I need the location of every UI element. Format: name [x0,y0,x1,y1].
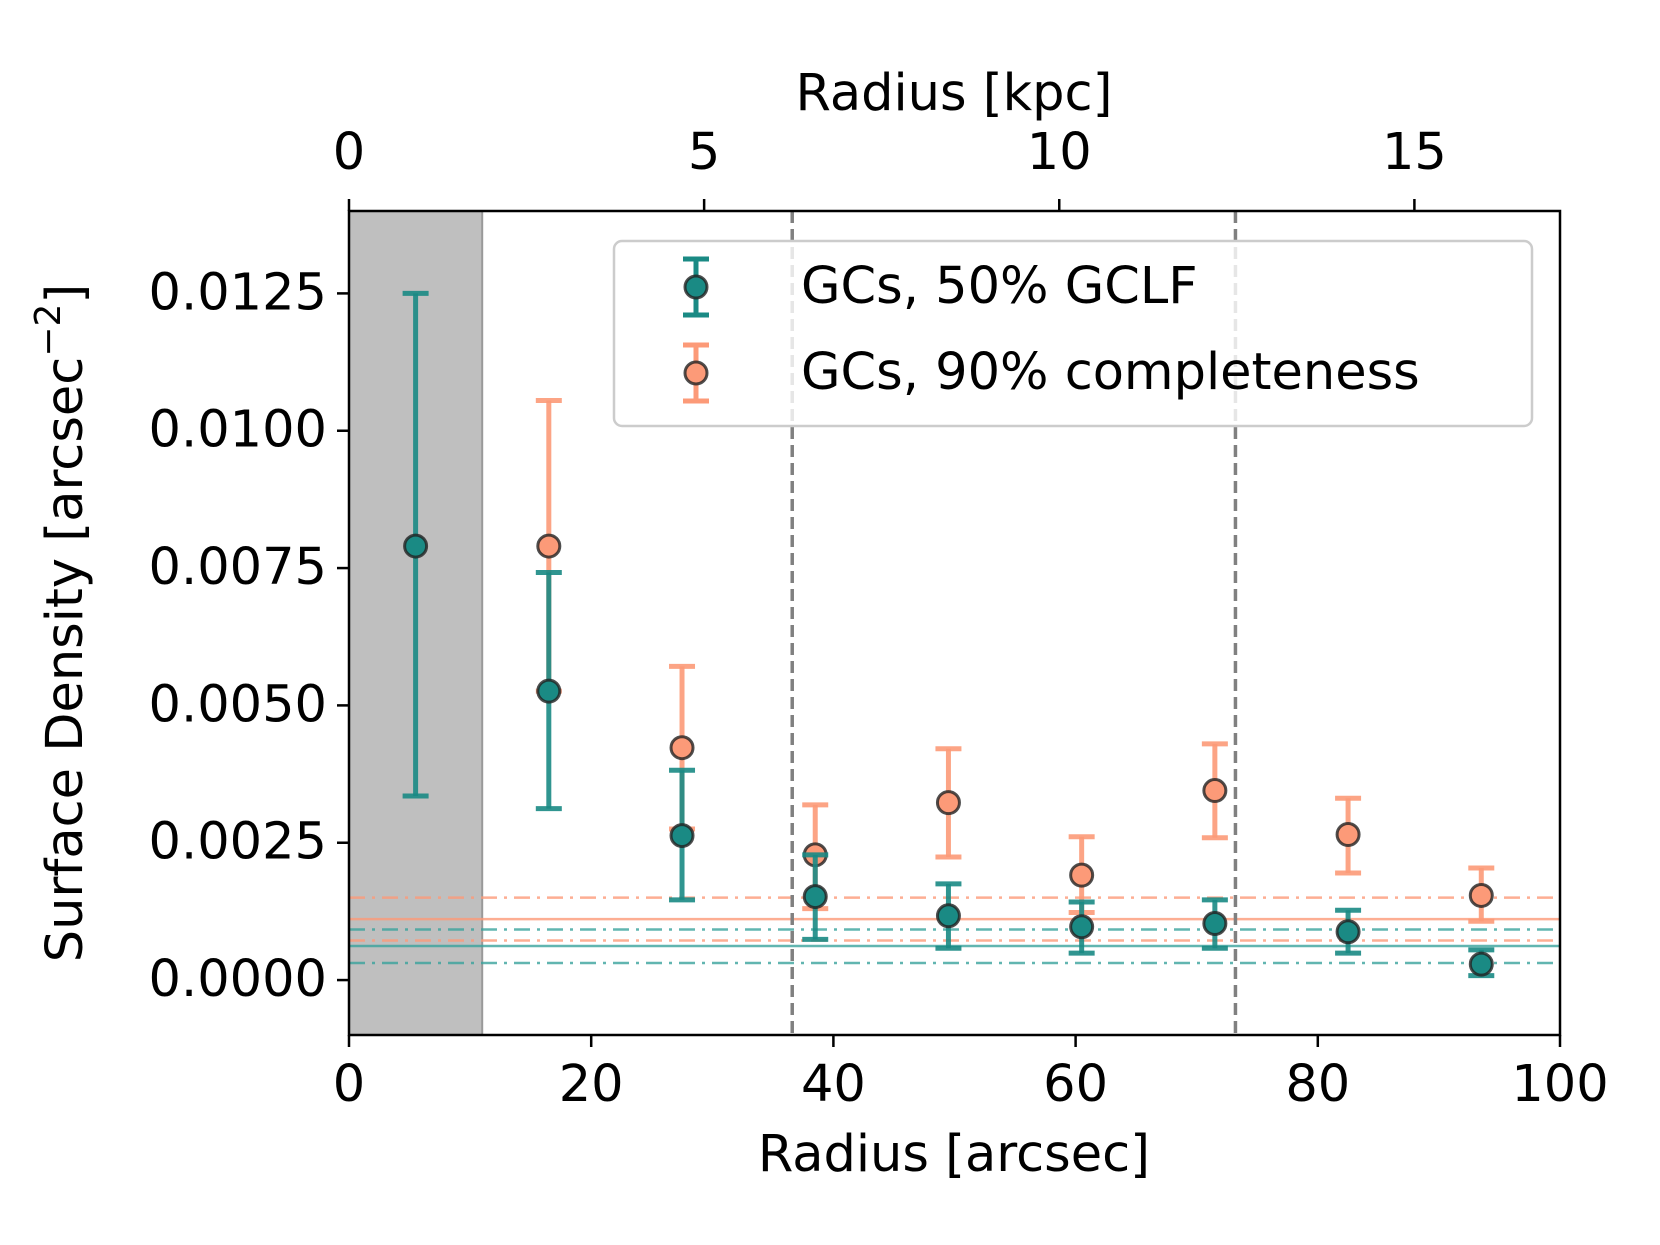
point [1069,914,1095,940]
point [536,678,562,704]
x2-tick-label: 10 [1027,123,1092,182]
x-tick-label: 0 [333,1055,365,1114]
x-tick-label: 40 [801,1055,866,1114]
point [935,903,961,929]
point [1069,862,1095,888]
x2-tick-label: 0 [333,123,365,182]
y-axis-label: Surface Density [arcsec−2] [28,284,95,963]
x-tick-label: 100 [1511,1055,1608,1114]
x2-tick-label: 15 [1382,123,1447,182]
point [1335,919,1361,945]
point [536,533,562,559]
y-tick-label: 0.0050 [149,675,327,734]
x2-axis-label: Radius [kpc] [796,64,1113,123]
x-tick-label: 60 [1043,1055,1108,1114]
y-tick-label: 0.0000 [149,950,327,1009]
point [1335,821,1361,847]
legend-label: GCs, 90% completeness [801,343,1420,402]
legend-label: GCs, 50% GCLF [801,257,1198,316]
legend-box [612,239,1534,428]
y-tick-label: 0.0125 [149,263,327,322]
point [1468,951,1494,977]
y-tick-label: 0.0025 [149,813,327,872]
point [403,533,429,559]
point [935,790,961,816]
x-axis-label: Radius [arcsec] [758,1125,1150,1184]
point [1202,778,1228,804]
y-tick-label: 0.0100 [149,401,327,460]
y-axis-label-suffix: ] [36,284,95,304]
point [802,884,828,910]
y-tick-label: 0.0075 [149,538,327,597]
point [669,823,695,849]
legend-point [683,274,709,300]
x-tick-label: 20 [559,1055,624,1114]
legend-point [683,360,709,386]
y-axis-label-sup: −2 [28,304,69,357]
point [669,735,695,761]
x2-tick-label: 5 [688,123,720,182]
point [1468,882,1494,908]
x-tick-label: 80 [1285,1055,1350,1114]
point [1202,910,1228,936]
plot-frame [347,209,1562,1037]
y-axis-label-text: Surface Density [arcsec [36,357,95,963]
